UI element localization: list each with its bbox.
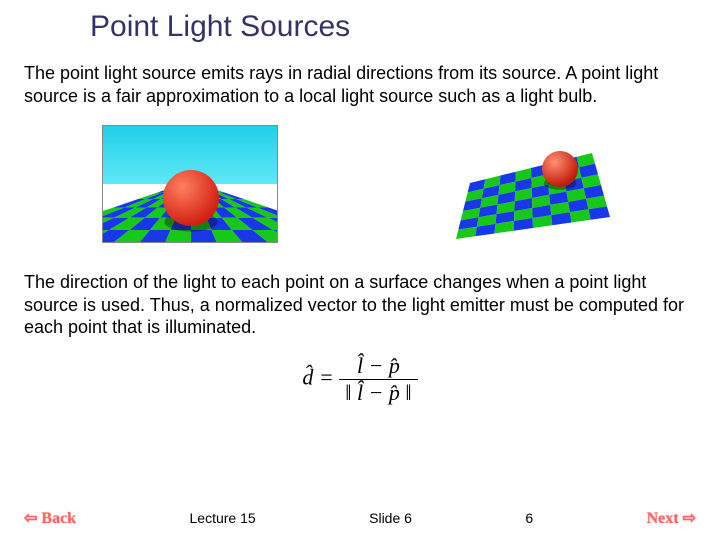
scene-ground-sphere	[102, 125, 278, 243]
slide-title: Point Light Sources	[0, 0, 720, 44]
page-number: 6	[525, 510, 533, 526]
back-button[interactable]: ⇦ Back	[24, 508, 76, 528]
footer: ⇦ Back Lecture 15 Slide 6 6 Next ⇨	[0, 508, 720, 528]
scene-tilted-plane	[442, 125, 618, 243]
paragraph-1: The point light source emits rays in rad…	[0, 44, 720, 117]
formula-fraction: l̂ − p̂ ‖ l̂ − p̂ ‖	[339, 353, 417, 406]
formula-lhs: d̂ =	[302, 364, 333, 389]
formula-denominator: ‖ l̂ − p̂ ‖	[339, 380, 417, 406]
images-row	[0, 117, 720, 253]
lecture-label: Lecture 15	[190, 510, 256, 526]
paragraph-2: The direction of the light to each point…	[0, 253, 720, 349]
next-button[interactable]: Next ⇨	[647, 508, 696, 528]
slide-label: Slide 6	[369, 510, 412, 526]
formula-numerator: l̂ − p̂	[339, 353, 417, 380]
formula: d̂ = l̂ − p̂ ‖ l̂ − p̂ ‖	[0, 349, 720, 412]
